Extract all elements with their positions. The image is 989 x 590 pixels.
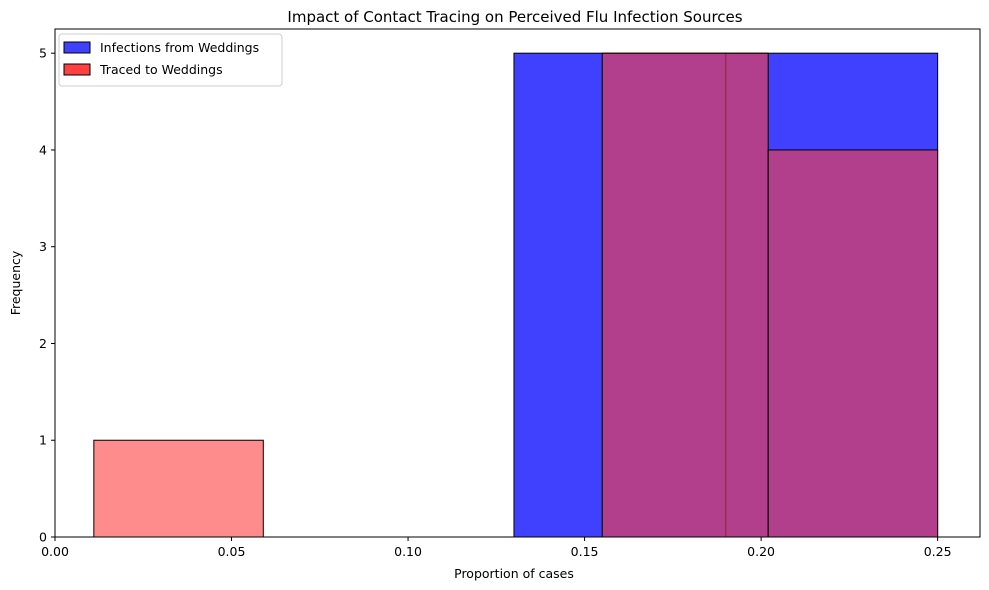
legend-box	[58, 33, 283, 87]
y-tick-label: 3	[39, 239, 47, 254]
bar-traced-to-weddings-0	[93, 439, 264, 538]
y-tick-label: 2	[39, 336, 47, 351]
x-axis: 0.00 0.05 0.10 0.15 0.20 0.25	[41, 537, 952, 559]
x-tick-label: 0.20	[747, 544, 775, 559]
bars-layer	[93, 52, 939, 538]
x-tick-label: 0.10	[394, 544, 422, 559]
legend-label-infections-from-weddings: Infections from Weddings	[100, 40, 259, 55]
legend-label-traced-to-weddings: Traced to Weddings	[99, 62, 223, 77]
x-tick-label: 0.15	[571, 544, 599, 559]
bar-traced-to-weddings-4	[767, 149, 939, 538]
bar-traced-to-weddings-3	[601, 52, 769, 538]
y-tick-label: 4	[39, 142, 47, 157]
x-tick-label: 0.05	[218, 544, 246, 559]
legend-swatch-traced-to-weddings	[63, 63, 91, 76]
chart-title: Impact of Contact Tracing on Perceived F…	[287, 8, 742, 26]
plot-frame	[54, 28, 981, 538]
x-tick-label: 0.00	[41, 544, 69, 559]
x-axis-title: Proportion of cases	[454, 566, 574, 581]
x-tick-label: 0.25	[924, 544, 952, 559]
y-tick-label: 1	[39, 433, 47, 448]
y-tick-label: 0	[39, 530, 47, 545]
y-tick-label: 5	[39, 46, 47, 61]
y-axis: 0 1 2 3 4 5	[39, 46, 55, 545]
y-axis-title: Frequency	[8, 250, 23, 315]
legend: Infections from Weddings Traced to Weddi…	[58, 33, 283, 87]
legend-swatch-infections-from-weddings	[63, 41, 91, 54]
